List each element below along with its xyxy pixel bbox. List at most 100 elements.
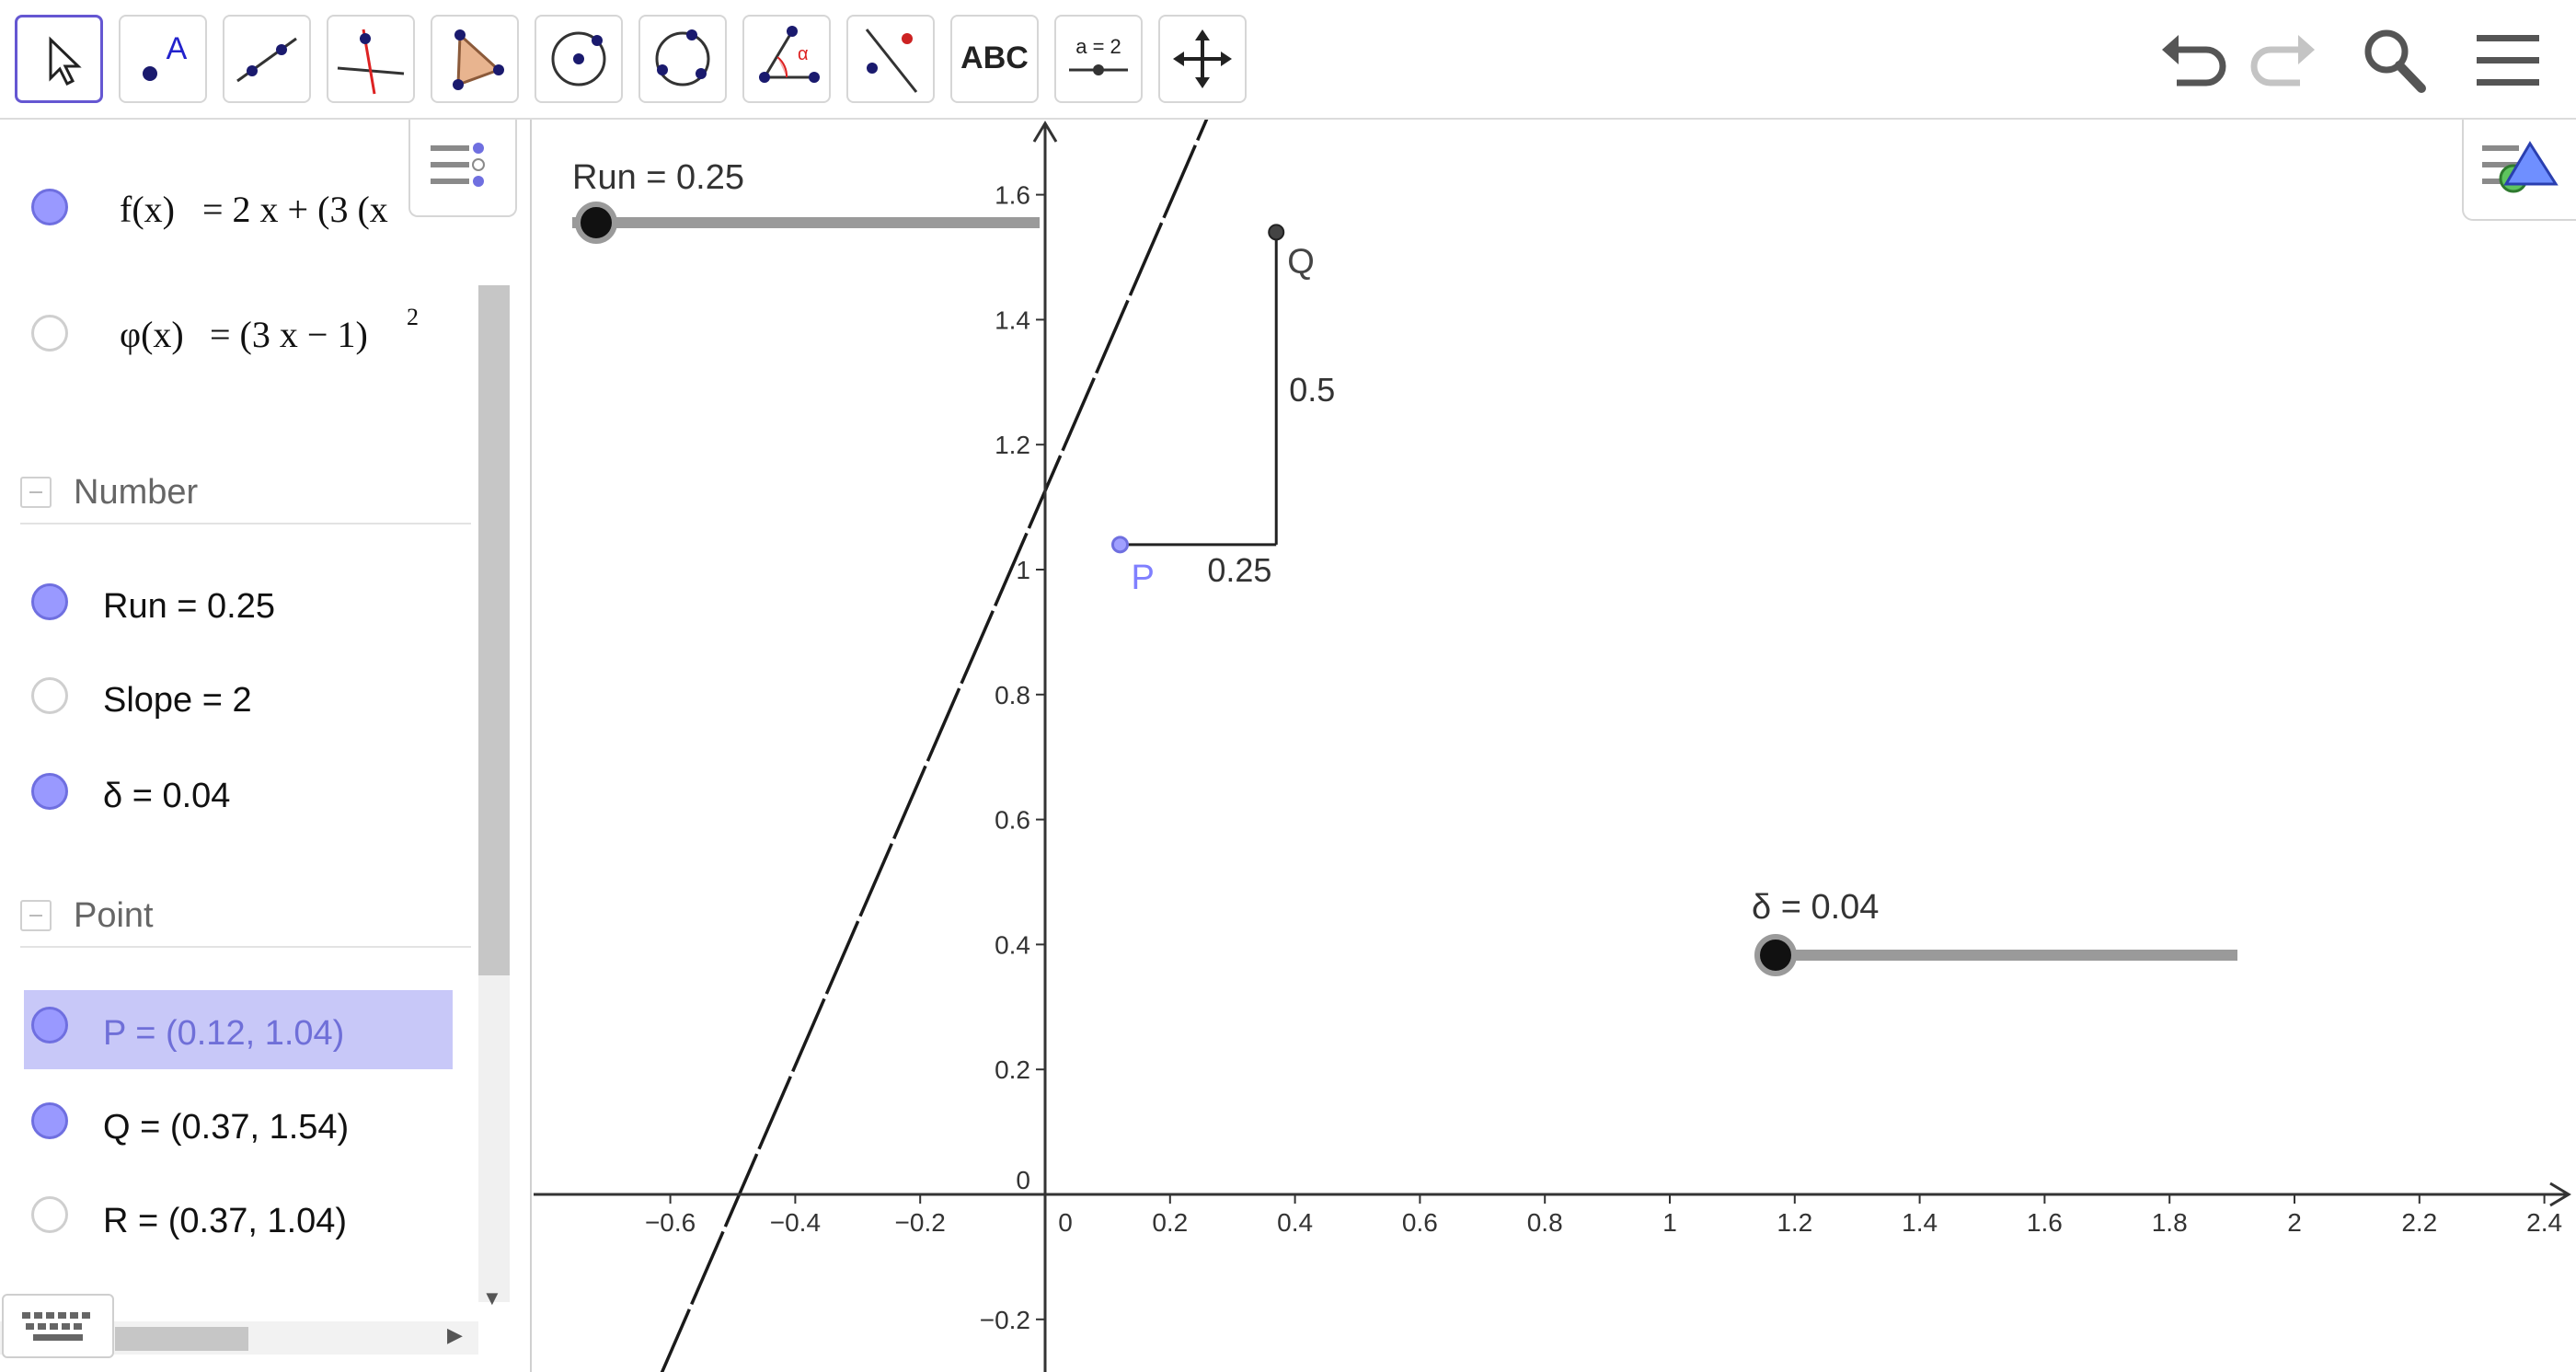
collapse-number-icon[interactable]: [20, 477, 52, 508]
algebra-item-p[interactable]: P = (0.12, 1.04): [0, 986, 478, 1069]
algebra-view-menu-button[interactable]: [408, 120, 517, 217]
hatch-stroke: [1061, 377, 1096, 452]
hatch-stroke: [791, 997, 826, 1073]
visibility-toggle-delta[interactable]: [31, 773, 68, 810]
x-tick-label: 1.4: [1902, 1208, 1938, 1237]
hatch-stroke: [1128, 222, 1164, 296]
x-tick-label: 1.2: [1777, 1208, 1812, 1237]
x-tick-label: −0.6: [645, 1208, 696, 1237]
redo-button[interactable]: [2247, 22, 2324, 99]
circle-center-point-tool[interactable]: [535, 15, 623, 103]
main-menu-button[interactable]: [2469, 22, 2547, 99]
keyboard-icon: [22, 1312, 90, 1341]
slider-icon: a = 2: [1075, 35, 1121, 58]
point-label-a: A: [166, 31, 188, 66]
x-axis-tick-labels: −0.6 −0.4 −0.2 0 0.2 0.4 0.6 0.8 1 1.2 1.4 1.6 1.8 2 2…: [645, 1208, 2562, 1237]
redo-icon: [2250, 35, 2315, 86]
graphics-view[interactable]: −0.6 −0.4 −0.2 0 0.2 0.4 0.6 0.8 1 1.2 1.4 1.6 1.8 2 2…: [532, 120, 2576, 1372]
x-axis-arrow-icon: [2549, 1182, 2571, 1207]
hamburger-menu-icon: [2477, 35, 2539, 86]
y-tick-label: 0.6: [995, 806, 1030, 835]
y-tick-label: 1.2: [995, 431, 1030, 459]
graphics-canvas[interactable]: −0.6 −0.4 −0.2 0 0.2 0.4 0.6 0.8 1 1.2 1.4 1.6 1.8 2 2…: [532, 120, 2576, 1372]
y-tick-label: 1.4: [995, 306, 1030, 334]
slider-tool[interactable]: a = 2: [1054, 15, 1143, 103]
scroll-down-arrow-icon[interactable]: ▼: [482, 1286, 502, 1309]
y-tick-label: 0.2: [995, 1055, 1030, 1084]
visibility-toggle-f[interactable]: [31, 189, 68, 225]
move-tool[interactable]: [15, 15, 103, 103]
move-graphics-view-tool[interactable]: [1158, 15, 1247, 103]
algebra-style-menu-icon: [431, 143, 485, 187]
reflect-tool[interactable]: [846, 15, 935, 103]
item-q-text: Q = (0.37, 1.54): [103, 1108, 350, 1147]
function-phi-exponent: 2: [407, 304, 419, 330]
search-button[interactable]: [2355, 22, 2432, 99]
algebra-item-slope[interactable]: Slope = 2: [0, 655, 478, 738]
run-slider-label: Run = 0.25: [572, 158, 744, 197]
scroll-right-arrow-icon[interactable]: ▶: [447, 1323, 463, 1346]
visibility-toggle-phi[interactable]: [31, 315, 68, 352]
algebra-item-r[interactable]: R = (0.37, 1.04): [0, 1174, 478, 1257]
line-tool[interactable]: [223, 15, 311, 103]
x-tick-label: 0.4: [1277, 1208, 1313, 1237]
x-tick-label: 0: [1058, 1208, 1073, 1237]
slider-track-icon: [1069, 64, 1128, 75]
y-tick-label: 1: [1016, 556, 1030, 584]
y-tick-label: −0.2: [980, 1306, 1030, 1334]
y-tick-label: 1.6: [995, 181, 1030, 210]
algebra-item-phi[interactable]: φ(x) = (3 x − 1) 2: [0, 304, 478, 386]
algebra-item-run[interactable]: Run = 0.25: [0, 561, 478, 644]
undo-button[interactable]: [2153, 22, 2230, 99]
x-tick-label: 0.8: [1527, 1208, 1563, 1237]
circle-three-points-tool[interactable]: [638, 15, 727, 103]
hatch-stroke: [926, 687, 961, 762]
point-tool[interactable]: A: [119, 15, 207, 103]
visibility-toggle-run[interactable]: [31, 583, 68, 620]
y-axis-tick-labels: −0.2 0 0.2 0.4 0.6 0.8 1 1.2 1.4 1.6: [980, 181, 1030, 1334]
circle-center-icon: [551, 31, 606, 86]
delta-slider-handle[interactable]: [1754, 934, 1797, 976]
visibility-toggle-slope[interactable]: [31, 677, 68, 714]
collapse-point-icon[interactable]: [20, 900, 52, 931]
inequality-hatch-region: [660, 120, 1209, 1372]
group-header-number[interactable]: Number: [20, 467, 471, 525]
item-delta-text: δ = 0.04: [103, 777, 231, 815]
visibility-toggle-r[interactable]: [31, 1196, 68, 1233]
x-tick-label: −0.2: [895, 1208, 946, 1237]
group-header-point[interactable]: Point: [20, 891, 471, 948]
x-tick-label: 2.2: [2401, 1208, 2437, 1237]
keyboard-button[interactable]: [2, 1294, 114, 1358]
move-arrows-icon: [1173, 29, 1232, 88]
angle-icon: [759, 26, 820, 83]
x-tick-label: 0.2: [1152, 1208, 1188, 1237]
group-label-number: Number: [74, 473, 199, 512]
function-f-name: f(x): [120, 189, 175, 230]
point-q[interactable]: [1268, 224, 1285, 241]
visibility-toggle-p[interactable]: [31, 1007, 68, 1043]
algebra-vertical-scrollbar[interactable]: [478, 285, 510, 1302]
point-p[interactable]: [1110, 536, 1129, 554]
toolbar: A α ABC a = 2: [0, 0, 2576, 120]
hatch-stroke: [858, 843, 893, 917]
hatch-stroke: [1162, 144, 1197, 219]
angle-tool[interactable]: α: [742, 15, 831, 103]
function-phi-expression: = (3 x − 1): [210, 314, 368, 355]
graphics-style-bar-button[interactable]: [2462, 120, 2576, 221]
run-slider-handle[interactable]: [575, 202, 617, 244]
visibility-toggle-q[interactable]: [31, 1102, 68, 1139]
algebra-item-delta[interactable]: δ = 0.04: [0, 749, 478, 832]
polygon-tool[interactable]: [431, 15, 519, 103]
text-tool[interactable]: ABC: [950, 15, 1039, 103]
arrow-cursor-icon: [49, 36, 82, 86]
algebra-item-q[interactable]: Q = (0.37, 1.54): [0, 1080, 478, 1163]
algebra-scrollbar-thumb[interactable]: [478, 285, 510, 975]
function-f-expression: = 2 x + (3 (x: [202, 189, 388, 230]
perpendicular-line-tool[interactable]: [327, 15, 415, 103]
search-icon: [2364, 29, 2426, 93]
hatch-stroke: [690, 1230, 725, 1306]
hatch-stroke: [723, 1153, 759, 1228]
algebra-hscroll-thumb[interactable]: [115, 1327, 248, 1351]
group-label-point: Point: [74, 896, 154, 935]
algebra-item-f[interactable]: f(x) = 2 x + (3 (x: [0, 166, 478, 248]
